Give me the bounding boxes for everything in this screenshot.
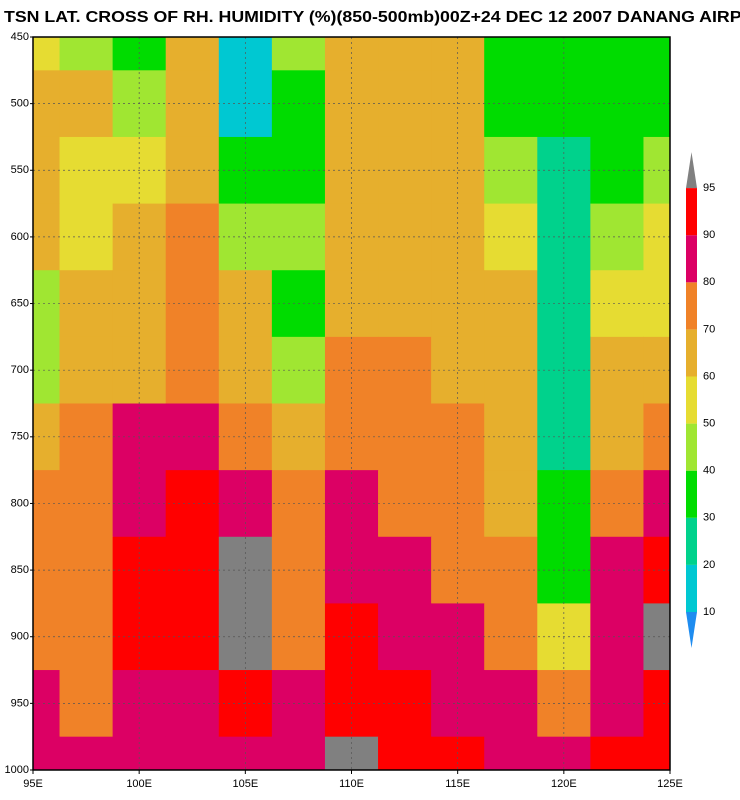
rh-cell — [271, 736, 326, 770]
rh-cell — [59, 470, 114, 538]
rh-cell — [643, 37, 670, 71]
rh-cell — [590, 37, 644, 71]
x-tick-label: 100E — [126, 778, 152, 790]
colorbar-label: 10 — [703, 606, 715, 618]
rh-cell — [378, 37, 432, 71]
rh-cell — [59, 736, 114, 770]
rh-cell — [59, 403, 114, 471]
colorbar-low — [686, 612, 697, 648]
colorbar-segment — [686, 564, 697, 612]
colorbar-segment — [686, 282, 697, 330]
y-tick-label: 1000 — [5, 764, 29, 776]
x-tick-label: 115E — [445, 778, 470, 790]
y-tick-label: 450 — [11, 31, 29, 43]
rh-cell — [33, 136, 61, 205]
y-tick-label: 900 — [11, 631, 29, 643]
rh-cell — [33, 37, 61, 71]
x-tick-label: 110E — [339, 778, 364, 790]
rh-cell — [643, 603, 670, 671]
rh-cell — [33, 736, 61, 770]
y-tick-label: 500 — [11, 98, 29, 110]
rh-cell — [643, 270, 670, 338]
x-tick-label: 105E — [232, 778, 258, 790]
x-tick-label: 125E — [657, 778, 683, 790]
colorbar-label: 70 — [703, 323, 715, 335]
colorbar-label: 80 — [703, 276, 715, 288]
rh-cell — [33, 270, 61, 338]
colorbar-segment — [686, 517, 697, 565]
rh-cell — [484, 736, 538, 770]
rh-cell — [59, 70, 114, 138]
rh-cell — [643, 536, 670, 604]
rh-cell — [59, 136, 114, 205]
x-tick-label: 120E — [551, 778, 577, 790]
rh-cell — [590, 736, 644, 770]
rh-cell — [59, 203, 114, 271]
rh-cell — [643, 736, 670, 770]
x-tick-label: 95E — [23, 778, 43, 790]
y-tick-label: 600 — [11, 231, 29, 243]
plot-frame — [32, 36, 671, 771]
rh-cell — [59, 670, 114, 738]
rh-cell — [431, 603, 485, 671]
rh-cell — [643, 336, 670, 404]
rh-cell — [59, 37, 114, 71]
colorbar-label: 30 — [703, 512, 715, 524]
colorbar-high — [686, 152, 697, 189]
chart-title: TSN LAT. CROSS OF RH. HUMIDITY (%)(850-5… — [4, 9, 740, 26]
colorbar-label: 95 — [703, 182, 715, 194]
rh-cell — [643, 203, 670, 271]
rh-cell — [33, 603, 61, 671]
rh-cell — [33, 70, 61, 138]
colorbar-label: 50 — [703, 418, 715, 430]
y-tick-label: 700 — [11, 364, 29, 376]
rh-cell — [643, 670, 670, 738]
rh-cell — [643, 70, 670, 138]
rh-cell — [271, 37, 326, 71]
colorbar-label: 40 — [703, 465, 715, 477]
rh-cell — [484, 37, 538, 71]
colorbar-segment — [686, 376, 697, 424]
rh-cell — [33, 403, 61, 471]
rh-cell — [33, 336, 61, 404]
colorbar-segment — [686, 423, 697, 471]
rh-cell — [59, 536, 114, 604]
colorbar-segment — [686, 329, 697, 377]
y-tick-label: 800 — [11, 497, 29, 509]
colorbar-segment — [686, 235, 697, 283]
rh-cell — [33, 670, 61, 738]
colorbar-segment — [686, 470, 697, 518]
y-tick-label: 650 — [11, 297, 29, 309]
rh-cell — [643, 136, 670, 205]
colorbar-label: 20 — [703, 559, 715, 571]
rh-cell — [378, 736, 432, 770]
rh-cell — [33, 536, 61, 604]
rh-cell — [643, 403, 670, 471]
rh-cell — [643, 470, 670, 538]
rh-cell — [59, 270, 114, 338]
rh-cell — [33, 203, 61, 271]
rh-cell — [165, 37, 220, 71]
colorbar-label: 60 — [703, 370, 715, 382]
rh-cell — [33, 470, 61, 538]
colorbar-label: 90 — [703, 229, 715, 241]
y-tick-label: 750 — [11, 431, 29, 443]
y-tick-label: 850 — [11, 564, 29, 576]
rh-cell — [59, 336, 114, 404]
y-tick-label: 950 — [11, 697, 29, 709]
colorbar-segment — [686, 188, 697, 236]
y-tick-label: 550 — [11, 164, 29, 176]
axes: 450 500 550 600 650 700 750 800 850 900 950 1000 95E… — [5, 31, 716, 790]
rh-cell — [59, 603, 114, 671]
rh-cell — [165, 736, 220, 770]
